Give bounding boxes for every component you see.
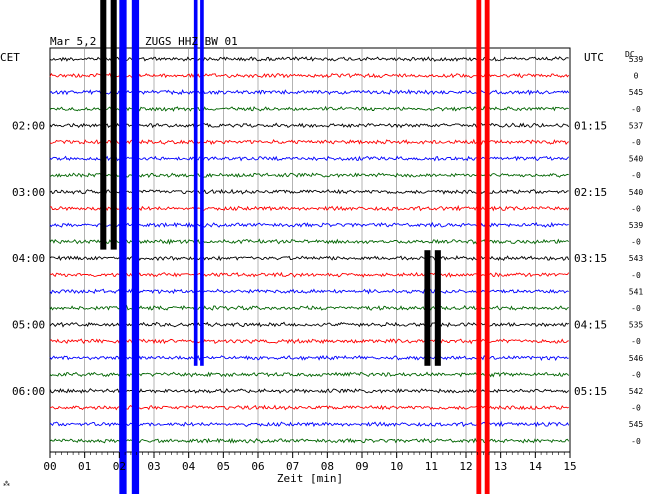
x-tick-label: 14: [529, 460, 543, 473]
trace-3: [49, 105, 569, 112]
trace-13: [49, 271, 570, 278]
trace-10: [49, 221, 569, 228]
dc-value: 545: [629, 88, 644, 97]
x-tick-label: 10: [390, 460, 403, 473]
event-burst-4-b: [484, 0, 490, 494]
trace-4: [49, 122, 570, 129]
dc-value: 539: [629, 55, 644, 64]
x-tick-label: 03: [147, 460, 160, 473]
dc-value: 546: [629, 354, 644, 363]
x-tick-label: 12: [459, 460, 472, 473]
x-tick-label: 07: [286, 460, 299, 473]
x-tick-label: 04: [182, 460, 196, 473]
trace-12: [49, 255, 570, 262]
left-time-label: 02:00: [12, 119, 45, 132]
dc-value: 542: [629, 387, 644, 396]
dc-value: -0: [631, 437, 641, 446]
dc-value: -0: [631, 304, 641, 313]
event-burst-0-b: [110, 0, 117, 250]
station-label: ZUGS HHZ BW 01: [145, 35, 238, 48]
dc-value: -0: [631, 105, 641, 114]
right-time-label: 01:15: [574, 119, 607, 132]
trace-22: [49, 420, 570, 428]
event-burst-2-b: [200, 0, 204, 366]
trace-14: [49, 288, 569, 295]
dc-value: -0: [631, 271, 641, 280]
left-time-label: 04:00: [12, 252, 45, 265]
x-tick-label: 02: [113, 460, 126, 473]
dc-value: -0: [631, 370, 641, 379]
dc-value: 539: [629, 221, 644, 230]
right-time-label: 02:15: [574, 186, 607, 199]
trace-0: [49, 56, 569, 62]
dc-value: -0: [631, 238, 641, 247]
trace-5: [49, 138, 569, 146]
trace-7: [49, 172, 569, 179]
trace-23: [49, 437, 570, 444]
event-burst-3-b: [434, 250, 441, 366]
event-burst-1-b: [131, 0, 140, 494]
dc-value: 535: [629, 321, 644, 330]
header-date: Mar 5,2: [50, 35, 96, 48]
dc-value: 543: [629, 254, 644, 263]
dc-value: 541: [629, 287, 644, 296]
event-burst-3: [424, 250, 431, 366]
dc-value: -0: [631, 404, 641, 413]
trace-17: [49, 337, 569, 345]
dc-value: 540: [629, 188, 644, 197]
dc-value: -0: [631, 171, 641, 180]
x-tick-label: 08: [321, 460, 334, 473]
event-burst-1: [119, 0, 127, 494]
right-timezone: UTC: [584, 51, 604, 64]
x-tick-label: 13: [494, 460, 507, 473]
corner-mark: ⁂: [3, 480, 10, 488]
trace-19: [49, 371, 570, 378]
x-tick-label: 11: [425, 460, 438, 473]
x-tick-label: 15: [563, 460, 576, 473]
event-burst-0: [100, 0, 107, 250]
x-tick-label: 06: [251, 460, 264, 473]
trace-6: [49, 155, 570, 162]
dc-value: -0: [631, 138, 641, 147]
right-time-label: 04:15: [574, 319, 607, 332]
x-tick-label: 09: [355, 460, 368, 473]
left-timezone: CET: [0, 51, 20, 64]
trace-20: [49, 388, 570, 394]
dc-value: -0: [631, 337, 641, 346]
trace-9: [49, 204, 570, 212]
right-time-label: 03:15: [574, 252, 607, 265]
trace-16: [49, 321, 569, 328]
x-tick-label: 05: [217, 460, 230, 473]
dc-value: 545: [629, 420, 644, 429]
right-time-label: 05:15: [574, 385, 607, 398]
x-tick-label: 00: [43, 460, 56, 473]
dc-label: DC: [625, 50, 635, 59]
trace-15: [49, 304, 569, 311]
trace-2: [49, 88, 570, 96]
trace-18: [49, 354, 569, 362]
trace-11: [49, 238, 569, 245]
left-time-label: 03:00: [12, 186, 45, 199]
trace-8: [49, 188, 569, 195]
x-tick-label: 01: [78, 460, 91, 473]
event-burst-4: [476, 0, 482, 494]
dc-value: 537: [629, 121, 644, 130]
x-axis-label: Zeit [min]: [277, 472, 343, 485]
trace-21: [49, 404, 569, 411]
event-burst-2: [193, 0, 198, 366]
left-time-label: 06:00: [12, 385, 45, 398]
dc-value: 540: [629, 155, 644, 164]
trace-1: [49, 72, 570, 79]
dc-value: -0: [631, 204, 641, 213]
left-time-label: 05:00: [12, 319, 45, 332]
dc-value: 0: [634, 72, 639, 81]
